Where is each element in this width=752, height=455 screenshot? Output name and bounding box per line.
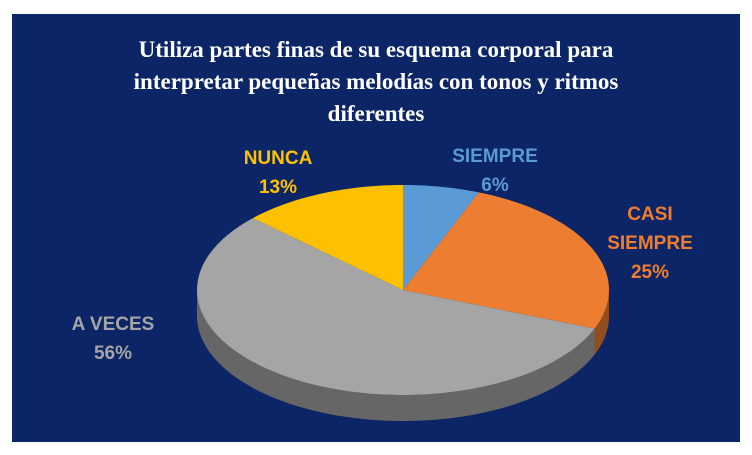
chart-title: Utiliza partes finas de su esquema corpo… [133,37,619,126]
label-value: 13% [258,177,298,198]
data-label: SIEMPRE 6% [430,142,560,200]
slice-side [197,290,595,421]
label-value: 25% [630,262,670,283]
label-value: 6% [481,175,509,196]
label-value: 56% [93,343,133,364]
slice-side [594,290,609,355]
label-name: A VECES [71,314,155,335]
data-label: NUNCA 13% [213,144,343,202]
data-label: A VECES 56% [48,310,178,368]
slice [403,192,609,329]
label-name: CASI SIEMPRE [607,204,693,254]
label-name: NUNCA [243,148,313,169]
slice [403,185,479,290]
data-label: CASI SIEMPRE 25% [585,200,715,287]
label-name: SIEMPRE [452,146,538,167]
slice [252,185,403,290]
slice [197,218,595,395]
